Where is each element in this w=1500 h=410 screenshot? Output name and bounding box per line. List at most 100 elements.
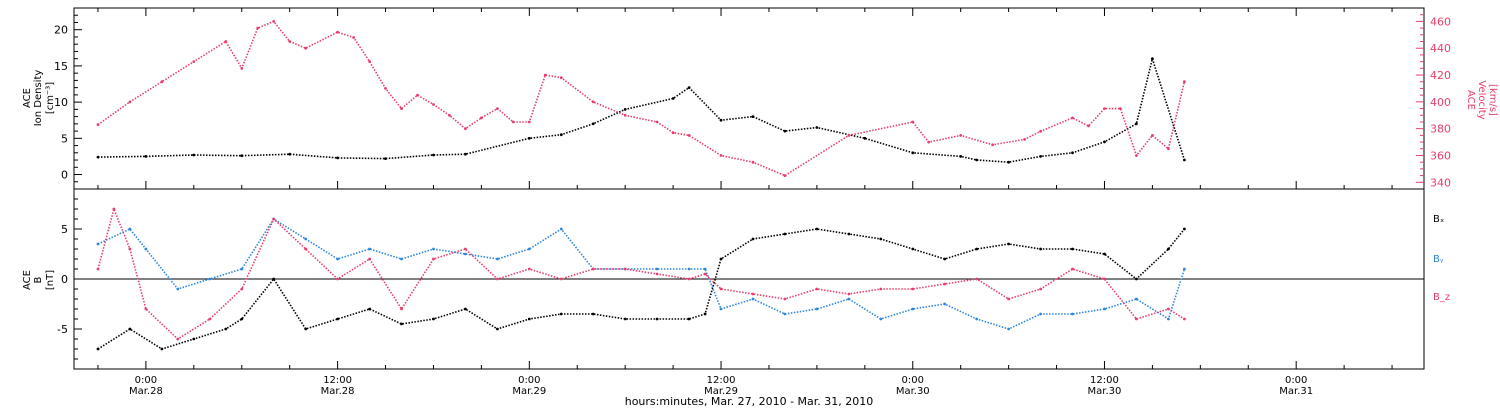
x-tick-date-label: Mar.29 (704, 386, 738, 397)
bottom-point-0 (751, 237, 755, 241)
bottom-point-0 (911, 247, 915, 251)
bottom-point-2 (943, 282, 947, 286)
bottom-point-0 (1167, 247, 1170, 251)
bottom-point-0 (128, 327, 132, 331)
bottom-point-1 (432, 247, 435, 251)
bottom-ytick-label: 0 (61, 273, 68, 286)
bottom-point-1 (1007, 327, 1010, 331)
x-tick-date-label: Mar.29 (512, 386, 546, 397)
top-ylabel-line2: Ion Density (33, 70, 44, 127)
top-y2label-line3: [km/s] (1487, 84, 1498, 116)
bottom-point-0 (1103, 252, 1106, 256)
bottom-point-1 (144, 247, 148, 251)
bottom-point-2 (559, 277, 563, 281)
bottom-point-0 (192, 337, 196, 341)
legend-by: Bᵧ (1433, 254, 1444, 265)
top-point-velocity (368, 60, 371, 63)
bottom-point-2 (304, 247, 308, 251)
top-point-density (751, 115, 755, 118)
x-tick-date-label: Mar.28 (129, 386, 163, 397)
top-ytick-label: 5 (61, 132, 68, 145)
bottom-point-1 (975, 317, 979, 321)
x-axis: 0:00Mar.2812:00Mar.280:00Mar.2912:00Mar.… (97, 8, 1393, 397)
top-point-velocity (719, 154, 723, 157)
bottom-point-0 (336, 317, 339, 321)
bottom-ylabel-line3: [nT] (45, 270, 56, 290)
top-point-velocity (1183, 80, 1186, 84)
bottom-point-2 (815, 287, 819, 291)
top-right-axis: 340 360 380 400 420 440 460 (1416, 14, 1451, 189)
bottom-point-0 (400, 322, 403, 326)
top-point-velocity (543, 73, 547, 77)
x-tick-time-label: 12:00 (323, 375, 352, 386)
bottom-series-2 (97, 206, 1185, 341)
bottom-point-0 (879, 237, 883, 241)
top-series-velocity (97, 20, 1186, 177)
top-point-density (815, 126, 819, 129)
top-point-density (144, 155, 148, 158)
bottom-point-2 (847, 292, 851, 296)
bottom-point-2 (96, 267, 100, 271)
bottom-point-1 (1039, 312, 1042, 316)
legend-bx: Bₓ (1433, 214, 1444, 225)
top-point-density (1135, 122, 1138, 126)
top-point-velocity (623, 113, 627, 117)
bottom-point-0 (655, 317, 659, 321)
top-point-velocity (1039, 129, 1042, 133)
top-point-velocity (224, 40, 228, 43)
bottom-point-0 (368, 307, 371, 311)
bottom-point-0 (591, 312, 595, 316)
top-point-velocity (687, 134, 691, 137)
bottom-point-1 (719, 307, 723, 311)
top-y2tick-label: 460 (1430, 15, 1451, 28)
bottom-point-1 (1183, 267, 1186, 271)
bottom-point-2 (1071, 267, 1074, 271)
bottom-point-2 (879, 287, 883, 291)
bottom-point-0 (1183, 227, 1186, 231)
top-y2label-line1: ACE (1465, 90, 1476, 110)
bottom-point-0 (96, 347, 100, 351)
top-point-velocity (480, 116, 483, 120)
bottom-point-2 (1183, 317, 1186, 321)
top-point-density (527, 136, 531, 140)
bottom-point-0 (432, 317, 435, 321)
bottom-point-2 (1039, 287, 1042, 291)
bottom-ylabel-line2: B (33, 276, 44, 283)
bottom-series-1 (97, 217, 1186, 330)
bottom-point-1 (783, 312, 787, 316)
bottom-point-1 (1103, 307, 1106, 311)
x-tick-date-label: Mar.31 (1279, 386, 1313, 397)
bottom-point-2 (272, 217, 276, 221)
top-point-velocity (527, 120, 531, 124)
top-point-velocity (256, 26, 260, 30)
top-ylabel-line3: [cm⁻³] (45, 82, 56, 114)
top-point-density (559, 133, 563, 137)
bottom-point-0 (1135, 277, 1138, 281)
top-y2tick-label: 340 (1430, 176, 1451, 189)
bottom-point-2 (623, 267, 627, 271)
top-ytick-label: 15 (54, 60, 68, 73)
top-point-velocity (304, 46, 308, 50)
top-point-velocity (272, 20, 276, 23)
top-point-density (687, 86, 691, 89)
top-point-velocity (160, 80, 164, 84)
top-point-density (719, 118, 723, 122)
top-point-velocity (288, 40, 292, 43)
bottom-point-0 (847, 232, 851, 236)
top-point-velocity (464, 127, 467, 131)
x-tick-time-label: 12:00 (707, 375, 736, 386)
top-point-velocity (192, 60, 196, 63)
bottom-point-1 (128, 227, 132, 231)
top-point-velocity (511, 120, 515, 124)
legend-bz: B_z (1433, 292, 1450, 303)
top-point-density (1071, 151, 1074, 155)
top-point-velocity (751, 160, 755, 164)
bottom-point-0 (719, 257, 723, 261)
bottom-panel-marks (96, 206, 1186, 351)
top-point-velocity (783, 174, 787, 178)
top-point-velocity (959, 134, 963, 137)
top-point-velocity (559, 76, 563, 80)
bottom-series-0 (97, 228, 1186, 350)
bottom-point-1 (304, 237, 308, 241)
